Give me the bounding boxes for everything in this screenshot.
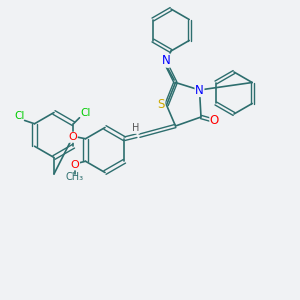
Text: N: N [161, 54, 170, 67]
Text: H: H [132, 123, 139, 133]
Text: Cl: Cl [80, 108, 91, 118]
Text: S: S [158, 98, 165, 111]
Text: O: O [210, 113, 219, 127]
Text: O: O [68, 132, 77, 142]
Text: CH₃: CH₃ [66, 172, 84, 182]
Text: O: O [70, 160, 80, 170]
Text: N: N [195, 83, 204, 97]
Text: Cl: Cl [14, 111, 25, 121]
